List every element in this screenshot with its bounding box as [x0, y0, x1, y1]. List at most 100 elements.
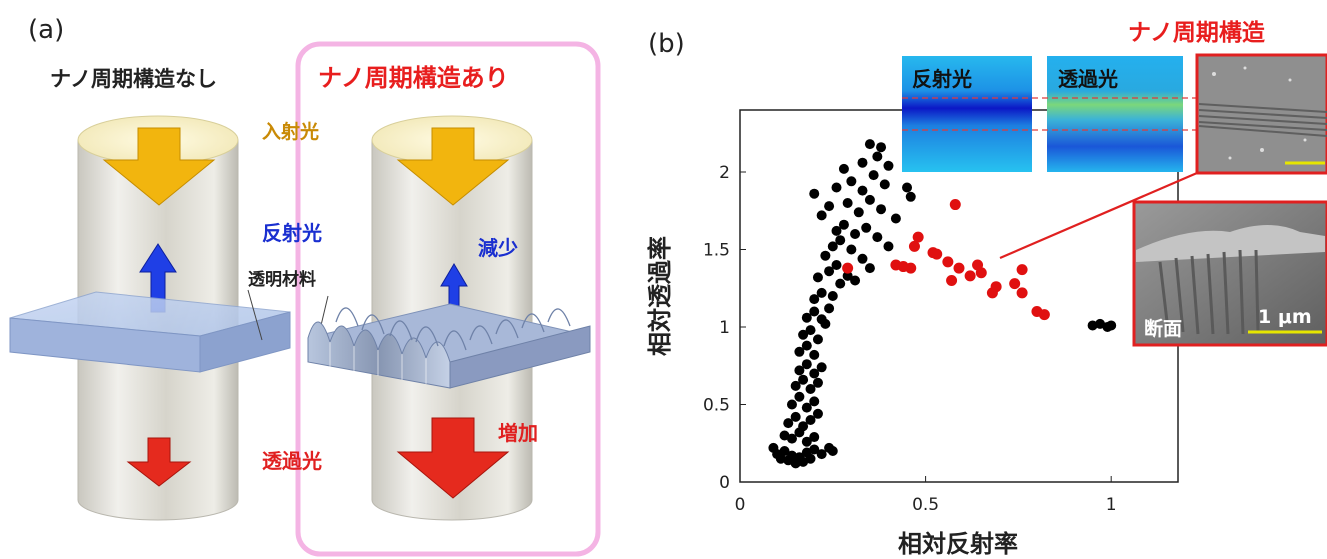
data-point	[835, 235, 846, 246]
highlight-frame	[295, 41, 601, 557]
data-point	[809, 294, 820, 305]
data-point	[853, 207, 864, 218]
panel-a-label: (a)	[28, 15, 64, 45]
transparent-slab-flat	[9, 291, 291, 373]
data-point	[820, 250, 831, 261]
data-point	[809, 444, 820, 455]
data-point	[816, 287, 827, 298]
data-point	[801, 402, 812, 413]
incident-label: 入射光	[262, 120, 319, 143]
data-point	[809, 432, 820, 443]
data-point-nanostructure	[942, 256, 954, 268]
data-point	[883, 160, 894, 171]
data-point-nanostructure	[949, 199, 961, 211]
data-point	[868, 170, 879, 181]
data-point	[905, 191, 916, 202]
data-point	[876, 204, 887, 215]
data-point	[872, 151, 883, 162]
data-point	[783, 418, 794, 429]
svg-text:断面: 断面	[1144, 317, 1182, 340]
y-tick-label: 1.5	[703, 241, 730, 261]
data-point	[864, 263, 875, 274]
data-point	[786, 450, 797, 461]
data-point	[816, 449, 827, 460]
data-point-nanostructure	[912, 231, 924, 243]
data-point	[790, 411, 801, 422]
y-axis-label: 相対透過率	[646, 236, 674, 356]
data-point-nanostructure	[964, 270, 976, 282]
data-point	[857, 157, 868, 168]
data-point-nanostructure	[953, 262, 965, 274]
data-point	[786, 433, 797, 444]
data-point	[842, 198, 853, 208]
right-title: ナノ周期構造あり	[318, 64, 509, 92]
data-point	[831, 182, 842, 193]
data-point	[842, 270, 853, 281]
data-point	[827, 241, 838, 252]
data-point	[809, 188, 820, 199]
data-point	[779, 446, 790, 456]
reflected-label: 反射光	[262, 221, 322, 245]
data-point	[801, 436, 812, 447]
data-point-nanostructure	[842, 262, 854, 274]
data-point	[1106, 320, 1117, 331]
incident-arrow-right	[396, 127, 510, 206]
data-point-nanostructure	[946, 275, 958, 286]
y-tick-label: 1	[719, 318, 730, 338]
data-point	[872, 232, 883, 243]
data-point	[816, 362, 827, 373]
data-point	[864, 194, 875, 205]
data-point	[850, 275, 861, 286]
data-point	[824, 266, 835, 277]
sem-cross-section-image: 断面 1 μm	[1132, 200, 1327, 347]
data-point	[827, 446, 838, 456]
data-point	[824, 303, 835, 314]
data-point	[809, 349, 820, 360]
data-point	[801, 359, 812, 370]
data-point-nanostructure	[1016, 264, 1028, 276]
incident-arrow-left	[102, 127, 216, 206]
data-point	[805, 415, 816, 425]
data-point	[809, 306, 820, 317]
data-point	[775, 453, 786, 464]
data-point	[838, 219, 849, 230]
data-point	[876, 142, 887, 153]
data-point	[812, 408, 823, 419]
plot-marks: 0 0.5 1 0 0.5 1 1.5 2	[703, 139, 1117, 515]
data-point	[857, 253, 868, 264]
data-point-nanostructure	[990, 281, 1002, 293]
data-point	[838, 163, 849, 174]
data-point-nanostructure	[908, 240, 920, 252]
data-point	[786, 399, 797, 410]
data-point	[809, 368, 820, 379]
corner-title: ナノ周期構造	[1128, 20, 1266, 46]
data-point	[801, 340, 812, 351]
data-point	[794, 346, 805, 357]
inset-transmitted-image: 透過光	[1047, 56, 1183, 172]
transmitted-label: 透過光	[262, 449, 322, 473]
data-point	[883, 241, 894, 252]
increase-label: 増加	[498, 421, 538, 445]
material-label: 透明材料	[248, 269, 316, 290]
x-tick-label: 0.5	[912, 495, 939, 515]
data-point	[831, 225, 842, 236]
data-point	[801, 312, 812, 323]
y-tick-label: 0	[719, 473, 730, 493]
transmitted-arrow-right	[396, 417, 510, 499]
data-point	[805, 453, 816, 464]
y-tick-label: 0.5	[703, 396, 730, 416]
data-point	[864, 139, 875, 150]
data-point-nanostructure	[1038, 309, 1050, 321]
data-point	[831, 260, 842, 270]
data-point	[812, 377, 823, 388]
data-point	[805, 325, 816, 336]
decrease-label: 減少	[478, 236, 518, 260]
data-point	[857, 185, 868, 196]
data-point	[798, 421, 809, 432]
data-point	[850, 229, 861, 239]
data-point	[902, 182, 913, 193]
data-point	[794, 391, 805, 402]
data-point	[846, 244, 857, 255]
svg-text:透過光: 透過光	[1058, 67, 1118, 91]
